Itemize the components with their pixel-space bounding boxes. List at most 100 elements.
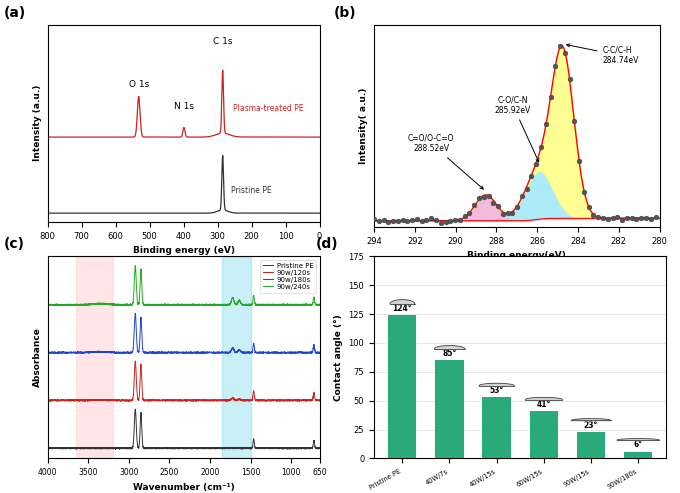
Point (617, 216, 628, 224)
Point (483, 192, 494, 200)
Text: 41°: 41° (537, 400, 551, 409)
Text: C 1s: C 1s (213, 37, 233, 46)
90w/120s (152, 398, 160, 404)
Point (373, 217, 384, 225)
Text: C=O/O-C=O
288.52eV: C=O/O-C=O 288.52eV (408, 134, 483, 189)
90w/120s (75, 398, 84, 404)
Bar (577, 432, 605, 458)
Y-axis label: Intensity( a.u.): Intensity( a.u.) (360, 88, 369, 164)
Pristine PE (92, 446, 100, 452)
Point (531, 160, 542, 168)
Text: C-O/C-N
285.92eV: C-O/C-N 285.92eV (494, 95, 539, 162)
Y-axis label: Contact angle (°): Contact angle (°) (334, 314, 343, 401)
Point (430, 216, 441, 224)
Bar (435, 360, 464, 458)
90w/180s (112, 350, 120, 356)
90w/240s (44, 302, 52, 308)
Point (445, 217, 456, 225)
X-axis label: Binding energy (eV): Binding energy (eV) (133, 246, 235, 255)
Point (593, 212, 604, 220)
Point (497, 210, 508, 217)
Point (522, 185, 532, 193)
X-axis label: Wavenumber (cm⁻¹): Wavenumber (cm⁻¹) (133, 483, 235, 492)
Line: Pristine PE: Pristine PE (48, 409, 320, 449)
Point (541, 120, 551, 128)
Text: 6°: 6° (634, 440, 643, 449)
Bar (624, 452, 652, 458)
90w/180s (266, 350, 274, 356)
Point (650, 212, 661, 220)
Text: C-C/C-H
284.74eV: C-C/C-H 284.74eV (566, 44, 639, 65)
90w/180s (131, 311, 139, 317)
Point (421, 216, 432, 224)
90w/120s (44, 397, 52, 403)
Text: 85°: 85° (442, 349, 456, 358)
Bar (483, 397, 511, 458)
Point (602, 215, 613, 223)
Point (612, 213, 623, 221)
Point (426, 214, 437, 222)
Point (492, 202, 503, 210)
Point (560, 49, 571, 57)
Text: (d): (d) (316, 237, 338, 251)
Point (507, 209, 517, 216)
Point (392, 217, 403, 225)
90w/180s (50, 351, 58, 356)
90w/240s (266, 302, 274, 308)
Text: Pristine PE: Pristine PE (231, 186, 272, 195)
Point (588, 211, 599, 218)
Point (449, 216, 460, 224)
90w/120s (266, 397, 274, 403)
90w/180s (92, 349, 100, 355)
Bar (388, 315, 416, 458)
Text: O 1s: O 1s (129, 80, 149, 89)
Point (564, 75, 575, 83)
Point (378, 216, 389, 224)
Text: 53°: 53° (490, 386, 504, 395)
90w/180s (316, 350, 324, 355)
Point (416, 217, 427, 225)
Point (440, 218, 451, 226)
Y-axis label: Intensity (a.u.): Intensity (a.u.) (33, 85, 42, 161)
90w/180s (139, 346, 147, 352)
90w/240s (139, 298, 147, 304)
Point (636, 214, 647, 222)
90w/120s (139, 394, 147, 400)
Pristine PE (152, 446, 160, 452)
Point (454, 215, 465, 223)
Pristine PE (211, 445, 220, 451)
Point (488, 199, 498, 207)
90w/240s (112, 302, 120, 308)
Text: N 1s: N 1s (173, 102, 194, 111)
Bar (222, 256, 251, 458)
90w/120s (316, 397, 324, 403)
Point (469, 201, 479, 209)
Text: Plasma-treated PE: Plasma-treated PE (233, 104, 304, 113)
X-axis label: Binding energy(eV): Binding energy(eV) (467, 251, 566, 260)
Point (517, 192, 528, 200)
Bar (530, 411, 558, 458)
Point (536, 143, 547, 151)
Point (626, 214, 637, 222)
Pristine PE (44, 445, 52, 451)
90w/240s (92, 301, 100, 307)
Point (579, 188, 590, 196)
Point (645, 215, 656, 223)
90w/180s (44, 350, 52, 355)
Point (502, 209, 513, 216)
90w/240s (211, 302, 220, 308)
90w/120s (92, 397, 100, 403)
Point (526, 172, 537, 179)
Point (607, 213, 618, 221)
Y-axis label: Absorbance: Absorbance (33, 327, 42, 387)
Pristine PE (112, 445, 120, 451)
Text: 124°: 124° (392, 304, 412, 313)
90w/180s (211, 350, 220, 356)
Point (407, 216, 418, 224)
Text: (b): (b) (334, 5, 356, 20)
Point (435, 219, 446, 227)
Point (550, 62, 561, 70)
Point (574, 157, 585, 165)
90w/240s (152, 301, 160, 307)
Point (545, 93, 556, 101)
